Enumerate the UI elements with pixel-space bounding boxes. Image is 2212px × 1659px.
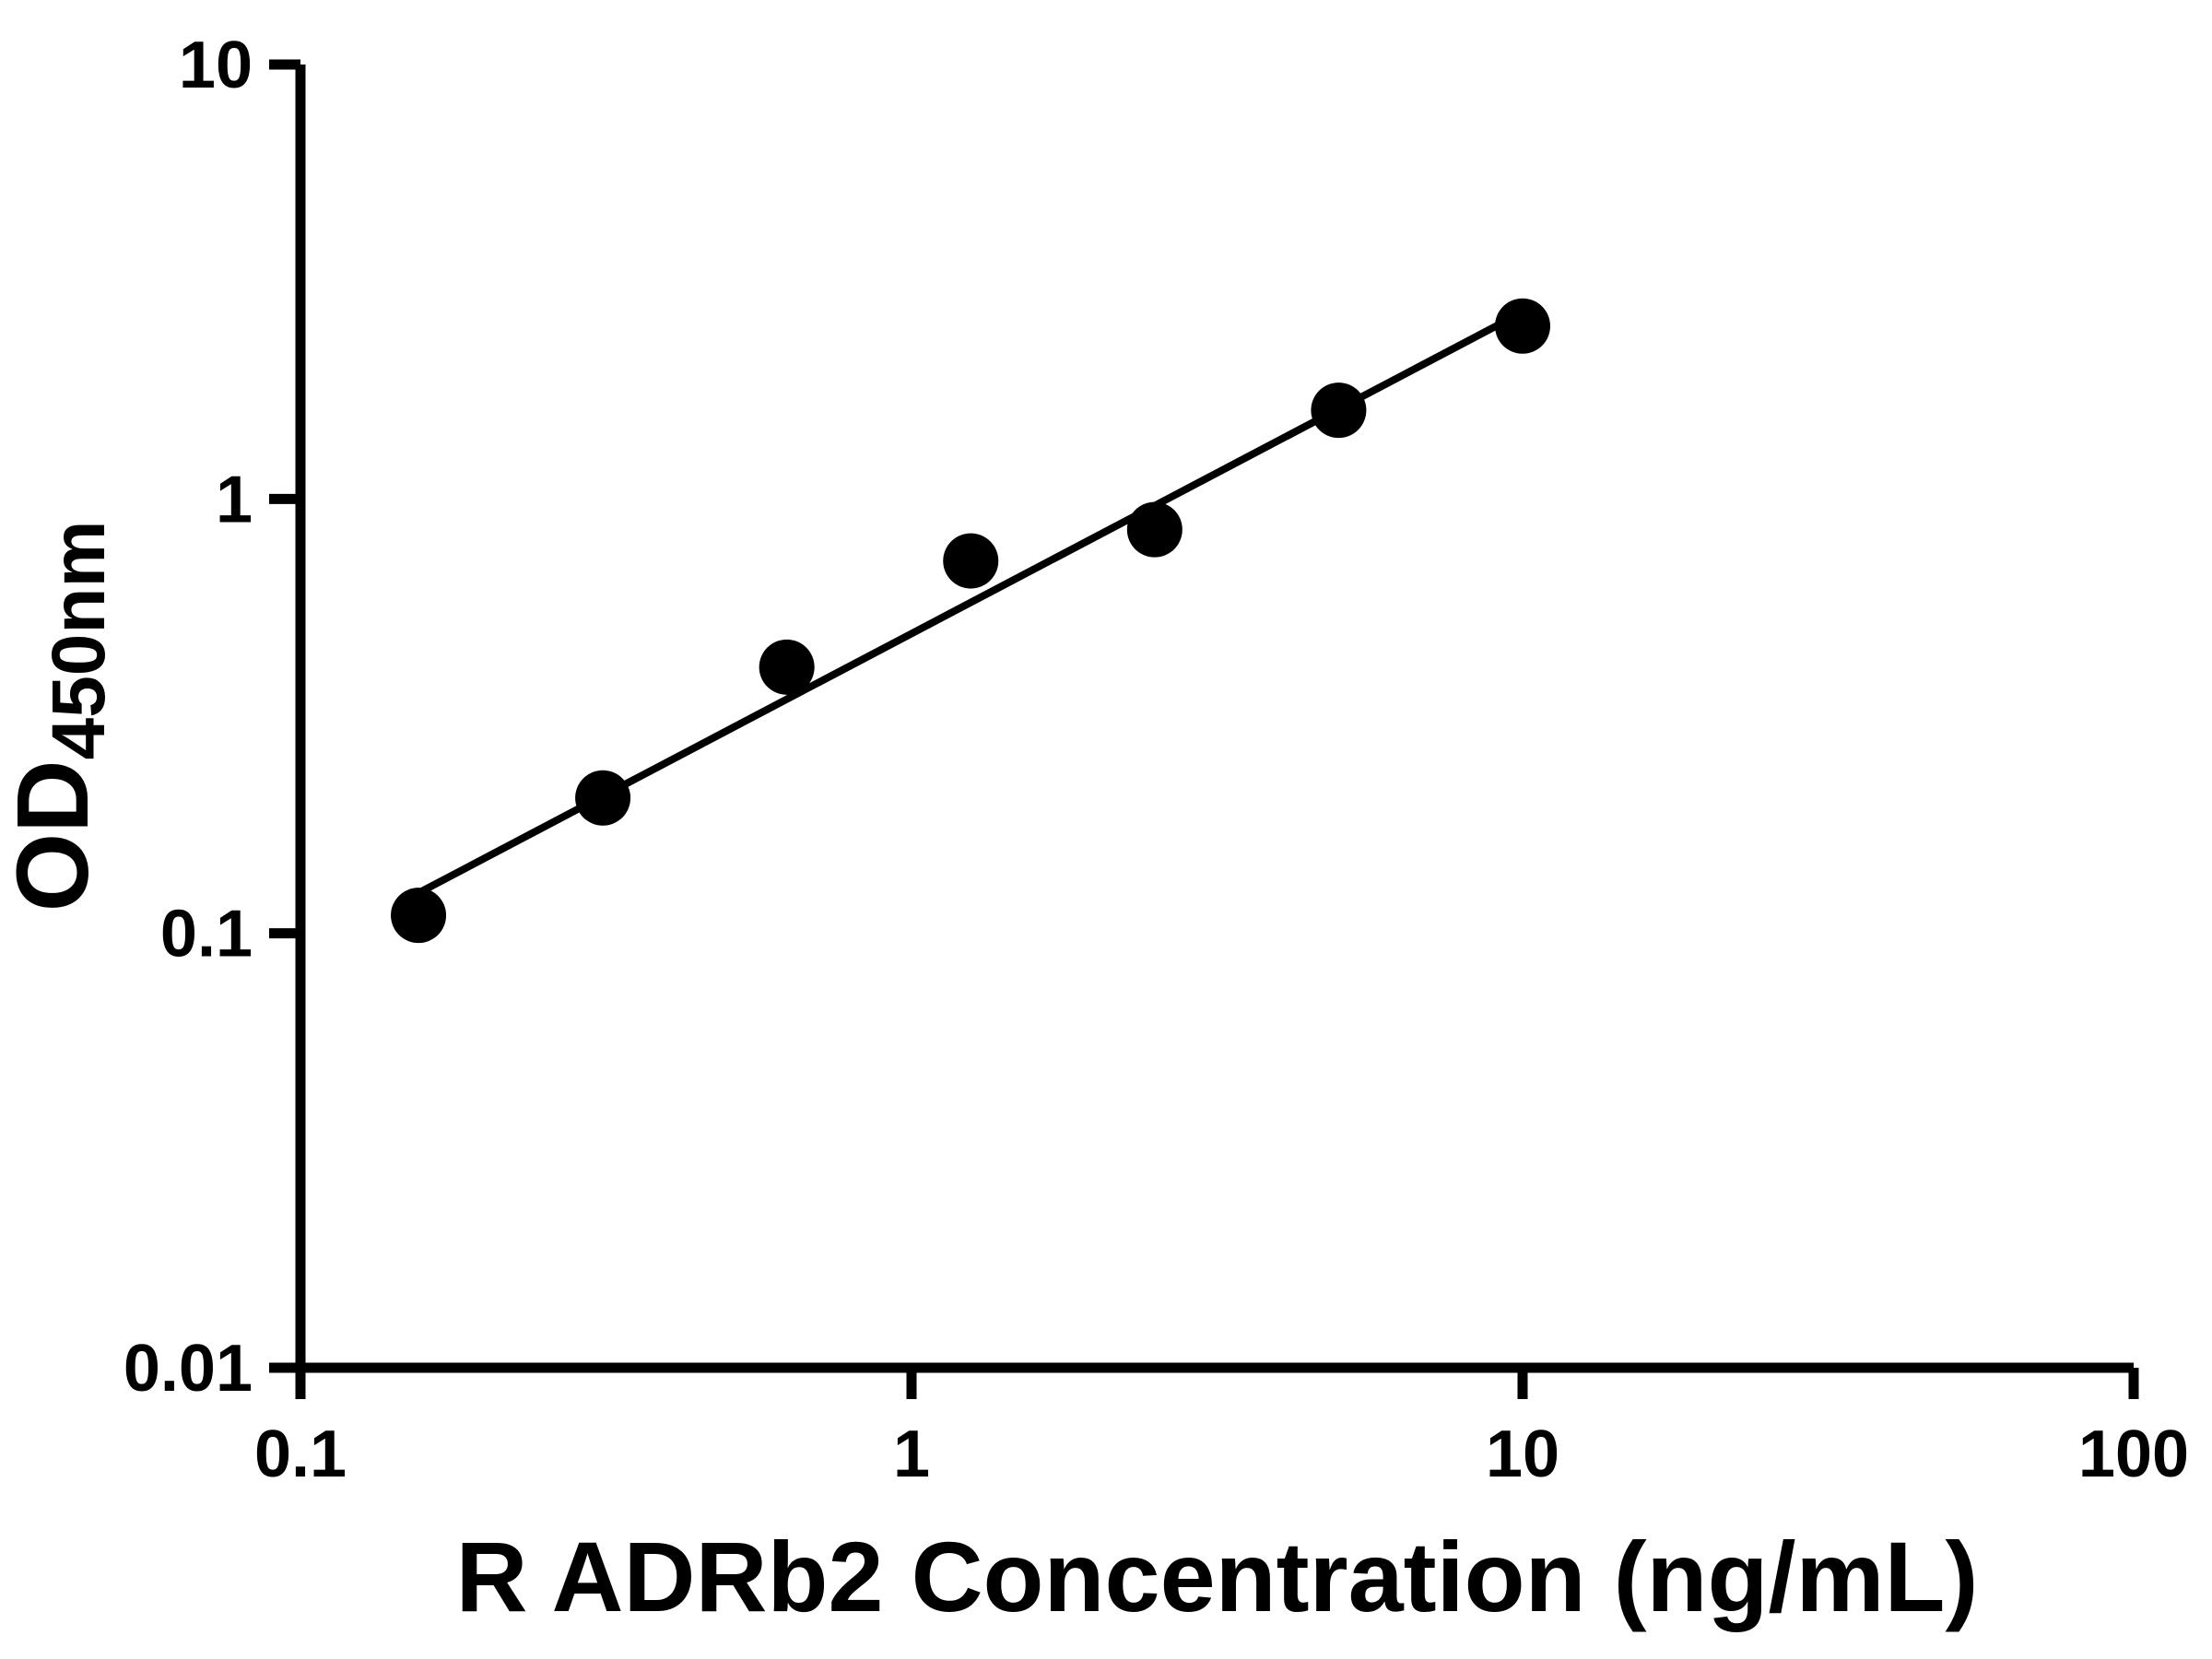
x-tick-label: 100	[2078, 1418, 2189, 1491]
data-point	[1126, 501, 1182, 558]
x-tick-label: 10	[1486, 1418, 1559, 1491]
data-point	[759, 639, 815, 695]
x-tick-label: 0.1	[254, 1418, 347, 1491]
y-axis-title-subscript: 450nm	[37, 521, 121, 760]
x-tick-label: 1	[893, 1418, 930, 1491]
y-tick-label: 10	[179, 29, 253, 102]
data-point	[391, 888, 447, 944]
y-tick-label: 0.1	[160, 898, 253, 971]
data-point	[1311, 382, 1367, 439]
y-tick-label: 0.01	[124, 1332, 253, 1406]
data-point	[575, 770, 631, 826]
data-point	[943, 533, 999, 589]
y-axis-title: OD450nm	[0, 521, 121, 912]
y-tick-label: 1	[216, 463, 253, 536]
y-axis-title-main: OD	[0, 759, 110, 912]
x-axis-title: R ADRb2 Concentration (ng/mL)	[456, 1521, 1979, 1632]
data-point	[1495, 298, 1550, 354]
